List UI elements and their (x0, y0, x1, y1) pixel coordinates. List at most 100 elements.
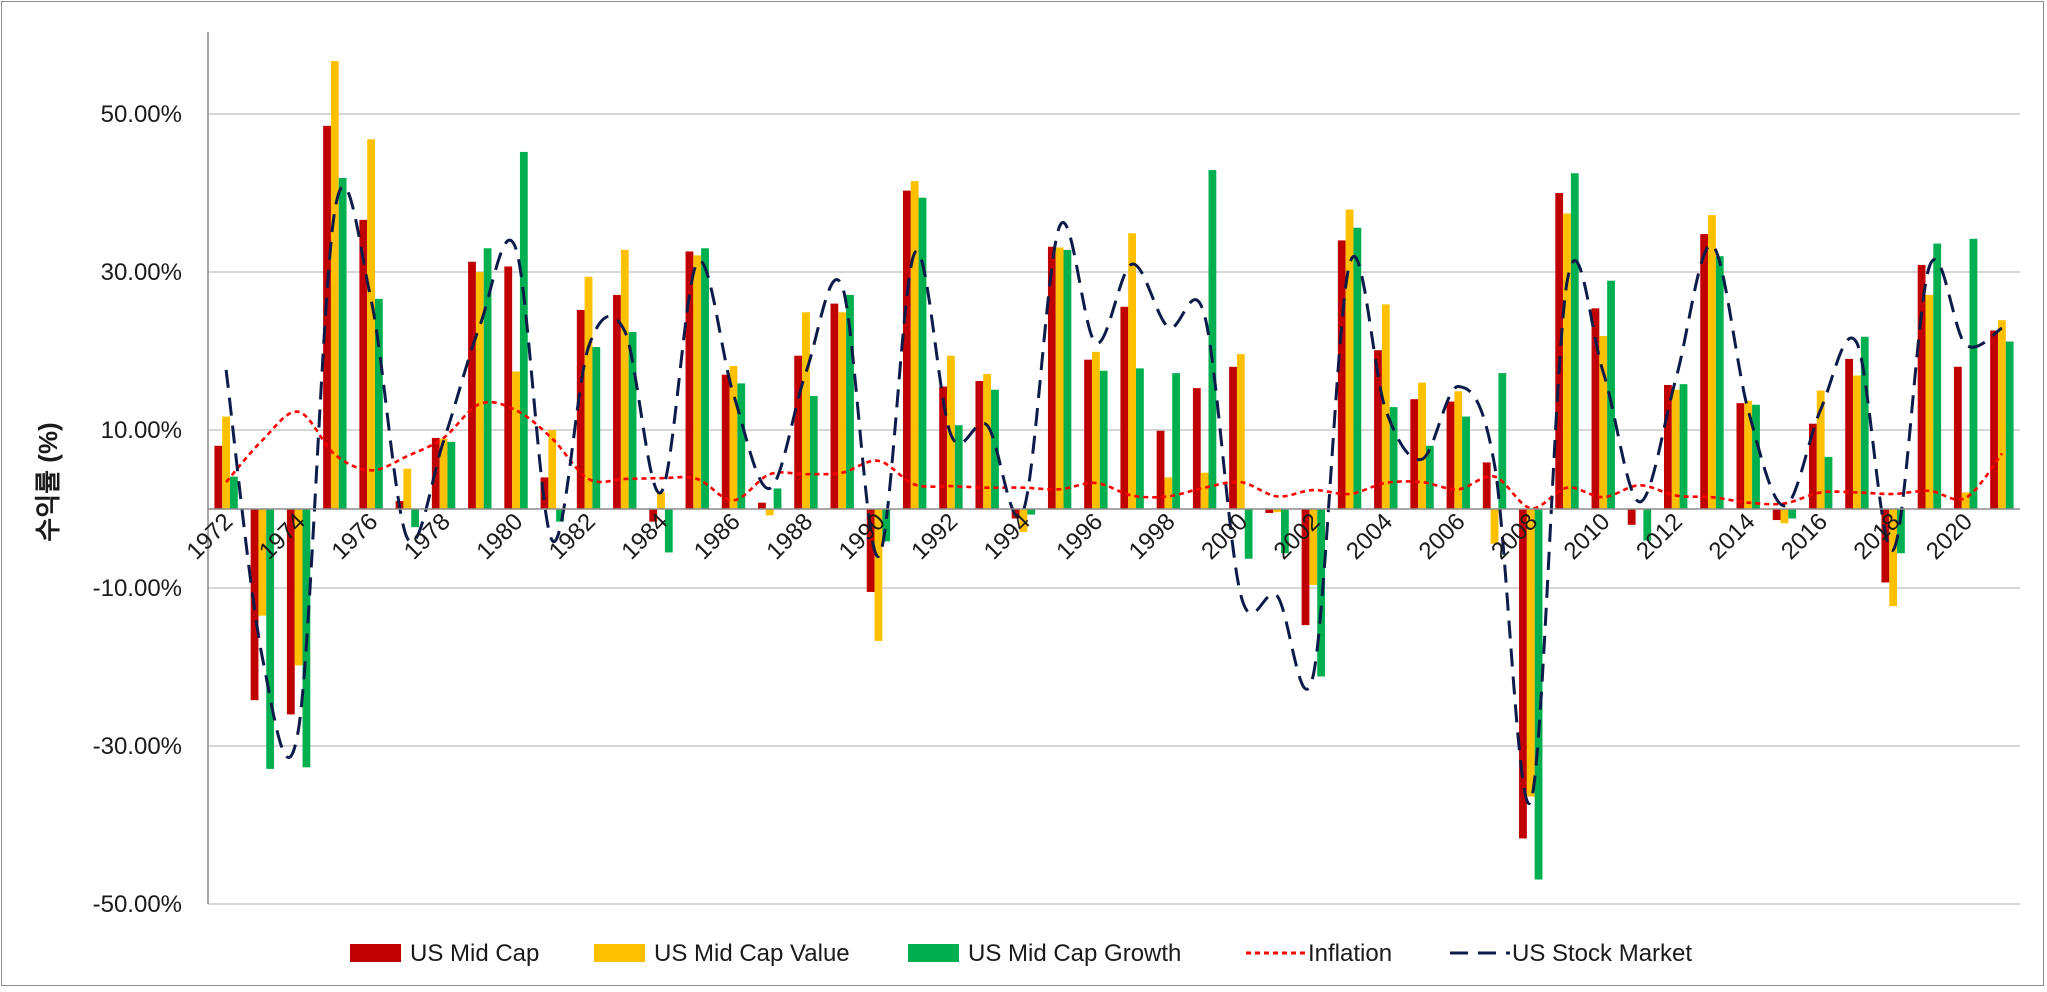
bar-us-mid-cap-growth-1995 (1063, 249, 1072, 509)
y-tick-label: 10.00% (101, 417, 182, 444)
bar-us-mid-cap-1998 (1156, 430, 1165, 509)
bar-us-mid-cap-growth-1976 (374, 298, 383, 509)
bar-us-mid-cap-2000 (1229, 366, 1237, 509)
bar-us-mid-cap-value-2018 (1889, 509, 1898, 607)
bar-us-mid-cap-1989 (830, 303, 839, 509)
bar-us-mid-cap-2003 (1337, 240, 1346, 509)
bars (214, 61, 2014, 880)
bar-us-mid-cap-value-2014 (1744, 400, 1753, 509)
x-tick-label: 2000 (1196, 508, 1253, 565)
bar-us-mid-cap-growth-2007 (1498, 373, 1507, 509)
bar-us-mid-cap-value-1994 (1019, 509, 1028, 532)
x-tick-label: 1976 (326, 508, 383, 565)
bar-us-mid-cap-value-1982 (584, 276, 593, 509)
bar-us-mid-cap-1987 (758, 502, 766, 509)
bar-us-mid-cap-growth-2008 (1534, 509, 1543, 880)
bar-us-mid-cap-growth-1979 (483, 248, 492, 510)
bar-us-mid-cap-growth-1997 (1136, 368, 1144, 509)
bar-us-mid-cap-value-1996 (1091, 351, 1100, 509)
x-tick-labels: 1972 1974 1976 1978 1980 1982 1984 1986 1988 1990… (182, 508, 1978, 565)
bar-us-mid-cap-2012 (1664, 384, 1672, 509)
bar-us-mid-cap-growth-2017 (1860, 336, 1869, 509)
x-tick-label: 1980 (471, 508, 528, 565)
axes (207, 32, 2020, 904)
legend-item-us-mid-cap: US Mid Cap (350, 940, 539, 967)
bar-us-mid-cap-value-1972 (222, 416, 231, 509)
bar-us-mid-cap-1980 (504, 266, 513, 509)
x-tick-label: 1982 (544, 508, 601, 565)
y-tick-label: -10.00% (93, 575, 182, 602)
bar-us-mid-cap-2010 (1591, 308, 1600, 509)
bar-us-mid-cap-growth-2020 (1969, 238, 1978, 509)
bar-us-mid-cap-growth-2001 (1280, 509, 1289, 554)
bar-us-mid-cap-value-1974 (294, 509, 303, 666)
bar-us-mid-cap-value-1998 (1164, 477, 1173, 509)
legend-label: Inflation (1308, 940, 1392, 967)
bar-us-mid-cap-value-2000 (1236, 354, 1245, 509)
bar-us-mid-cap-growth-2011 (1643, 509, 1652, 541)
bar-us-mid-cap-value-2003 (1345, 209, 1354, 509)
bar-us-mid-cap-growth-1996 (1099, 370, 1108, 509)
bar-us-mid-cap-2006 (1446, 401, 1455, 509)
y-tick-label: -50.00% (93, 891, 182, 918)
bar-us-mid-cap-growth-2009 (1570, 173, 1579, 509)
bar-us-mid-cap-growth-2004 (1389, 407, 1398, 509)
bar-us-mid-cap-value-2007 (1490, 509, 1499, 544)
bar-us-mid-cap-1984 (649, 509, 658, 522)
bar-us-mid-cap-1976 (359, 219, 368, 510)
legend-label: US Mid Cap (410, 940, 539, 967)
y-tick-label: 30.00% (101, 259, 182, 286)
bar-us-mid-cap-1996 (1084, 359, 1092, 509)
bar-us-mid-cap-1997 (1120, 306, 1129, 509)
bar-us-mid-cap-growth-1987 (773, 488, 782, 509)
line-inflation (225, 400, 2003, 510)
bar-us-mid-cap-value-1981 (548, 430, 557, 509)
bar-us-mid-cap-growth-1984 (664, 509, 673, 553)
x-tick-label: 2010 (1559, 508, 1616, 565)
bar-us-mid-cap-growth-1988 (809, 396, 818, 509)
bar-us-mid-cap-1974 (286, 509, 295, 715)
bar-us-mid-cap-value-1987 (765, 509, 774, 516)
bar-us-mid-cap-value-1988 (802, 312, 810, 509)
bar-us-mid-cap-2019 (1917, 264, 1926, 509)
bar-us-mid-cap-2015 (1772, 509, 1781, 521)
x-tick-label: 2012 (1631, 508, 1688, 565)
bar-us-mid-cap-2013 (1700, 234, 1709, 509)
x-tick-label: 1978 (399, 508, 456, 565)
bar-us-mid-cap-growth-1980 (519, 151, 528, 510)
bar-us-mid-cap-growth-2018 (1897, 509, 1905, 554)
x-tick-label: 1998 (1124, 508, 1181, 565)
bar-us-mid-cap-growth-2012 (1679, 384, 1688, 509)
legend-label: US Stock Market (1512, 940, 1692, 967)
y-axis-label: 수익률 (%) (33, 422, 63, 541)
bar-us-mid-cap-2017 (1845, 358, 1854, 509)
bar-us-mid-cap-value-2015 (1780, 509, 1789, 524)
bar-us-mid-cap-value-2009 (1563, 213, 1571, 510)
bar-us-mid-cap-value-1983 (620, 249, 629, 509)
legend-item-us-mid-cap-value: US Mid Cap Value (594, 940, 850, 967)
bar-us-mid-cap-1979 (468, 261, 476, 509)
bar-us-mid-cap-growth-1975 (338, 177, 347, 510)
bar-us-mid-cap-growth-1977 (411, 509, 420, 528)
x-tick-label: 1986 (689, 508, 746, 565)
legend-label: US Mid Cap Growth (968, 940, 1181, 967)
bar-us-mid-cap-2011 (1627, 509, 1636, 525)
legend-swatch (350, 944, 401, 962)
bar-us-mid-cap-value-1975 (330, 61, 339, 509)
bar-us-mid-cap-value-2016 (1816, 390, 1825, 509)
x-tick-label: 2004 (1341, 508, 1398, 565)
bar-us-mid-cap-growth-2021 (2005, 341, 2014, 509)
bar-us-mid-cap-growth-1982 (592, 347, 601, 509)
bar-us-mid-cap-2007 (1482, 462, 1491, 509)
bar-us-mid-cap-value-2017 (1853, 375, 1861, 509)
bar-us-mid-cap-1993 (975, 381, 984, 509)
bar-us-mid-cap-value-1973 (258, 509, 267, 616)
bar-us-mid-cap-2008 (1519, 509, 1527, 839)
x-tick-label: 1996 (1051, 508, 1108, 565)
bar-us-mid-cap-value-2004 (1381, 304, 1390, 509)
bar-us-mid-cap-growth-2013 (1715, 256, 1724, 509)
bar-us-mid-cap-growth-2019 (1933, 243, 1942, 509)
bar-us-mid-cap-value-1999 (1200, 472, 1209, 509)
bar-us-mid-cap-value-1990 (874, 509, 883, 641)
